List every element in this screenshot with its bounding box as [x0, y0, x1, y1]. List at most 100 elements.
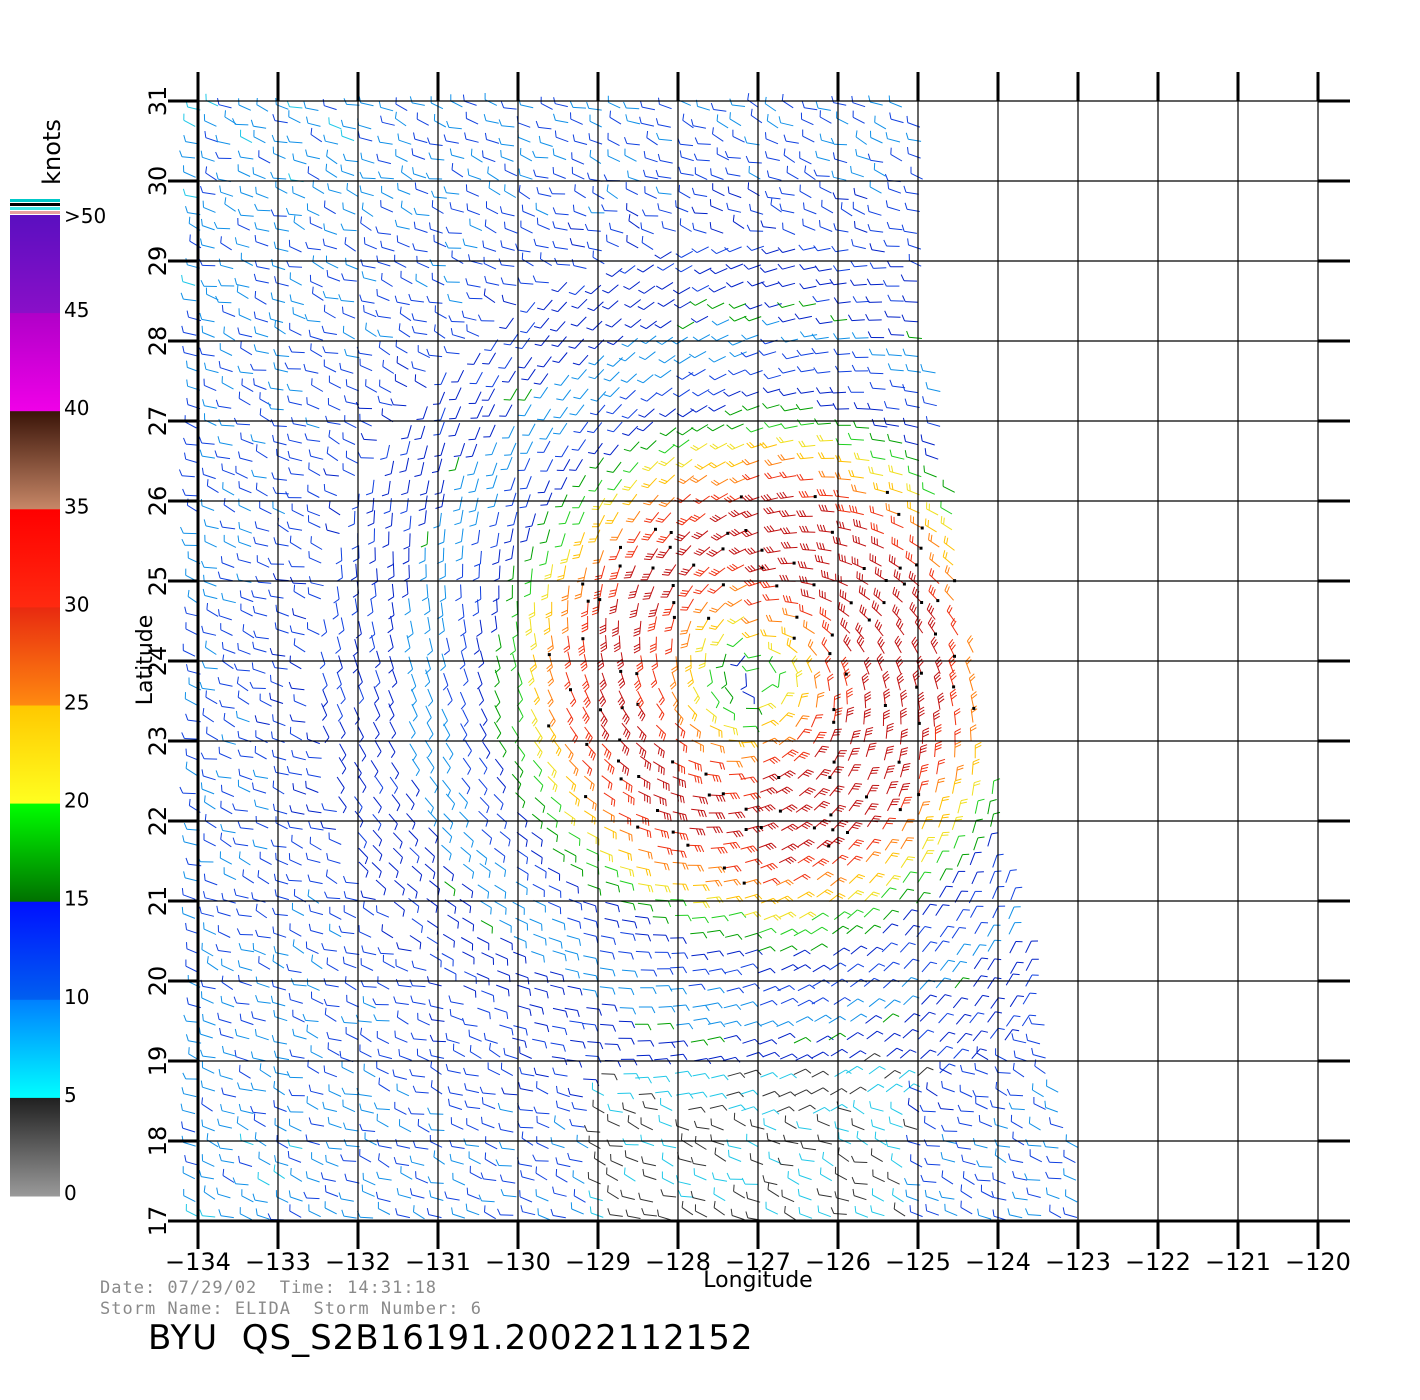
wind-barb-staff — [847, 748, 854, 761]
wind-barb-flag — [584, 686, 590, 692]
wind-barb-staff — [929, 558, 941, 568]
wind-barb-staff — [780, 997, 794, 1005]
wind-barb-flag — [930, 994, 937, 998]
wind-barb-staff — [1009, 1214, 1023, 1219]
wind-barb-staff — [791, 660, 799, 673]
wind-barb-flag — [874, 566, 877, 574]
wind-barb-flag — [964, 943, 971, 946]
wind-barb-flag — [801, 695, 808, 698]
wind-barb-flag — [492, 995, 495, 1003]
wind-barb-flag — [629, 869, 632, 877]
wind-barb-flag — [728, 512, 734, 518]
wind-barb-staff — [412, 1001, 426, 1005]
wind-barb-staff — [1049, 1161, 1063, 1164]
wind-barb-staff — [940, 522, 953, 531]
wind-barb-flag — [797, 1168, 800, 1176]
wind-barb-staff — [742, 1038, 756, 1044]
wind-barb-flag — [738, 740, 742, 748]
wind-barb-flag — [927, 519, 929, 527]
wind-barb-staff — [1005, 973, 1014, 986]
wind-barb-flag — [375, 715, 381, 722]
wind-barb-staff — [692, 795, 706, 799]
wind-barb-flag — [895, 618, 900, 625]
wind-barb-flag — [818, 470, 823, 478]
wind-barb-staff — [259, 1069, 272, 1078]
wind-barb-staff — [801, 1159, 815, 1162]
wind-barb-flag — [620, 702, 625, 709]
wind-barb-flag — [786, 714, 793, 718]
wind-barb-staff — [692, 968, 706, 972]
wind-barb-flag — [451, 1207, 454, 1215]
wind-barb-flag — [581, 666, 588, 672]
wind-barb-flag — [546, 666, 553, 672]
wind-barb-flag — [377, 824, 382, 831]
wind-barb-staff — [841, 661, 847, 675]
wind-barb-flag — [773, 822, 779, 828]
wind-barb-staff — [583, 1078, 597, 1081]
wind-barb-staff — [948, 660, 954, 673]
wind-barb-staff — [427, 920, 439, 929]
wind-barb-flag — [400, 510, 407, 514]
wind-barb-flag — [926, 1082, 928, 1089]
wind-barb-flag — [962, 977, 970, 980]
wind-barb-flag — [580, 660, 587, 666]
wind-barb-flag — [560, 558, 568, 561]
wind-barb-staff — [255, 805, 269, 810]
wind-barb-staff — [552, 950, 566, 956]
wind-barb-flag — [288, 1190, 291, 1198]
wind-barb-flag — [714, 716, 717, 724]
wind-barb-flag — [364, 857, 369, 865]
wind-barb-staff — [1063, 1174, 1077, 1181]
wind-barb-flag — [993, 1118, 996, 1125]
wind-barb-flag — [373, 1014, 377, 1021]
wind-barb-flag — [787, 826, 794, 832]
wind-barb-staff — [371, 862, 382, 872]
wind-barb-staff — [746, 618, 759, 624]
wind-barb-flag — [308, 1117, 312, 1125]
wind-barb-staff — [1050, 1123, 1064, 1129]
wind-barb-staff — [953, 836, 960, 849]
wind-barb-flag — [872, 841, 880, 844]
wind-barb-flag — [289, 625, 293, 633]
wind-barb-flag — [698, 665, 705, 670]
wind-barb-staff — [234, 809, 248, 812]
wind-barb-staff — [763, 985, 776, 992]
wind-barb-flag — [710, 1134, 713, 1142]
wind-barb-flag — [912, 669, 919, 676]
wind-barb-flag — [593, 593, 601, 597]
wind-barb-flag — [206, 602, 208, 610]
wind-barb-flag — [883, 709, 890, 714]
wind-barb-staff — [812, 1106, 825, 1114]
wind-barb-flag — [738, 830, 744, 837]
wind-barb-staff — [441, 953, 454, 961]
wind-barb-staff — [866, 785, 873, 798]
wind-barb-flag — [822, 608, 824, 616]
wind-barb-flag — [719, 762, 723, 770]
wind-barb-flag — [541, 593, 548, 598]
wind-barb-flag — [502, 786, 506, 794]
wind-barb-staff — [781, 843, 794, 851]
wind-barb-staff — [793, 929, 806, 937]
wind-barb-flag — [204, 814, 207, 821]
wind-barb-flag — [744, 473, 751, 480]
wind-barb-staff — [570, 1039, 584, 1043]
wind-barb-staff — [658, 1215, 672, 1221]
wind-barb-flag — [681, 642, 688, 646]
wind-barb-staff — [417, 1125, 430, 1133]
wind-barb-staff — [653, 794, 666, 800]
wind-barb-staff — [597, 497, 606, 510]
wind-barb-flag — [659, 551, 667, 554]
wind-barb-flag — [941, 816, 949, 819]
wind-barb-staff — [255, 775, 269, 779]
wind-barb-flag — [816, 1188, 820, 1195]
wind-barb-flag — [560, 561, 567, 564]
wind-barb-staff — [709, 794, 723, 797]
wind-barb-staff — [373, 510, 376, 524]
wind-barb-flag — [897, 640, 903, 648]
wind-barb-staff — [683, 475, 695, 484]
wind-barb-flag — [799, 604, 801, 611]
wind-barb-flag — [593, 1151, 596, 1159]
wind-barb-staff — [328, 1147, 342, 1150]
wind-barb-staff — [810, 715, 817, 728]
wind-barb-staff — [948, 644, 955, 657]
